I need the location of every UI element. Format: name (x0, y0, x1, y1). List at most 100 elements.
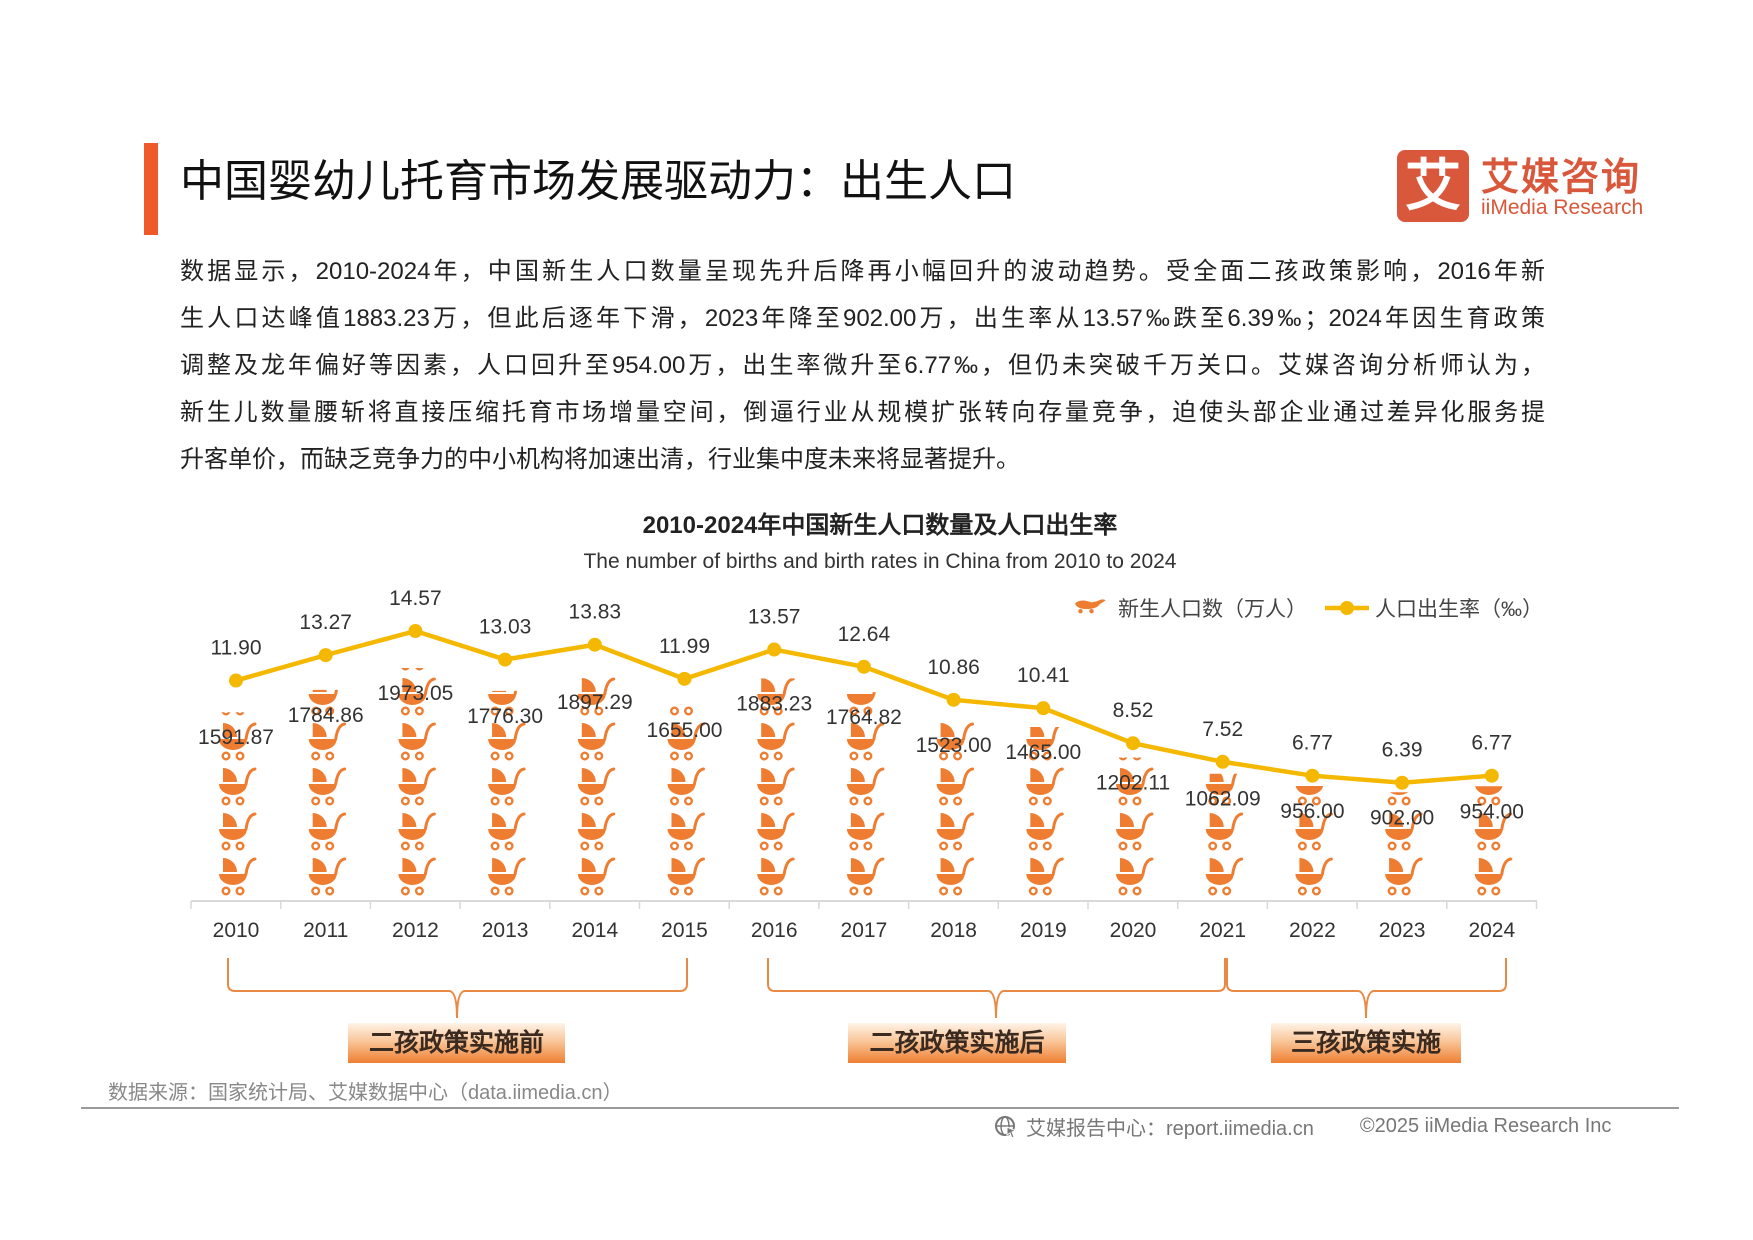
stroller-icon (757, 767, 795, 806)
bar-2017 (846, 692, 885, 896)
stroller-icon (398, 812, 436, 851)
stroller-icon (308, 722, 347, 761)
x-tick-label: 2010 (213, 919, 260, 942)
stroller-icon (219, 767, 257, 806)
bar-value-label: 1591.87 (198, 726, 274, 749)
policy-bracket-1 (767, 958, 1226, 1019)
stroller-icon (398, 767, 436, 806)
birth-rate-point (1036, 701, 1051, 716)
stroller-icon (1205, 812, 1244, 851)
stroller-icon (1118, 757, 1142, 761)
x-tick-label: 2015 (661, 919, 708, 942)
stroller-icon (1206, 678, 1242, 714)
stroller-icon (219, 857, 257, 896)
birth-rate-label: 6.39 (1382, 739, 1423, 762)
stroller-icon (846, 767, 885, 806)
bar-2022 (1295, 633, 1333, 896)
birth-rate-label: 13.83 (569, 601, 622, 624)
globe-cursor-icon (995, 1115, 1018, 1139)
bar-2015 (667, 704, 705, 896)
policy-label-after-two-child: 二孩政策实施后 (848, 1023, 1066, 1063)
stroller-icon (846, 857, 885, 896)
birth-rate-point (767, 642, 782, 657)
stroller-icon (846, 722, 885, 761)
birth-rate-point (856, 659, 871, 674)
paragraph-line: 生人口达峰值1883.23万，但此后逐年下滑，2023年降至902.00万，出生… (180, 305, 1545, 332)
birth-rate-point (946, 692, 961, 707)
birth-rate-label: 10.41 (1017, 664, 1070, 687)
x-tick-label: 2022 (1289, 919, 1336, 942)
stroller-icon (1026, 812, 1064, 851)
bar-2023 (1385, 792, 1423, 896)
bar-2011 (308, 689, 347, 896)
birth-rate-label: 7.52 (1202, 718, 1243, 741)
birth-rate-point (1305, 768, 1320, 783)
stroller-icon (1026, 767, 1064, 806)
legend-births-label: 新生人口数（万人） (1118, 598, 1307, 621)
legend-rate-point-icon (1340, 601, 1354, 615)
stroller-icon (577, 722, 616, 761)
birth-rate-label: 13.03 (479, 616, 532, 639)
stroller-icon (1116, 767, 1154, 806)
bar-2010 (219, 712, 257, 896)
stroller-icon (488, 722, 526, 761)
logo-cn-text: 艾媒咨询 (1481, 157, 1642, 199)
stroller-icon (757, 812, 795, 851)
stroller-icon (1474, 812, 1513, 851)
bar-value-label: 902.00 (1370, 806, 1434, 829)
bar-2018 (936, 722, 975, 896)
bar-value-label: 954.00 (1460, 800, 1524, 823)
stroller-icon (1474, 857, 1513, 896)
x-tick-label: 2018 (930, 919, 977, 942)
bar-2014 (577, 677, 616, 896)
stroller-icon (1295, 812, 1333, 851)
footer-copyright: ©2025 iiMedia Research Inc (1359, 1115, 1612, 1137)
stroller-icon (1116, 633, 1152, 669)
footer-report-center[interactable]: 艾媒报告中心：report.iimedia.cn (1026, 1118, 1314, 1140)
bar-2016 (757, 678, 795, 896)
bar-value-label: 1883.23 (736, 692, 812, 715)
page-title: 中国婴幼儿托育市场发展驱动力：出生人口 (180, 157, 1016, 206)
stroller-icon (219, 722, 257, 761)
paragraph-line: 新生儿数量腰斩将直接压缩托育市场增量空间，倒逼行业从规模扩张转向存量竞争，迫使头… (180, 399, 1545, 426)
stroller-icon (936, 812, 975, 851)
legend: 新生人口数（万人） 人口出生率（‰） (1075, 598, 1543, 621)
policy-label-three-child: 三孩政策实施 (1271, 1023, 1461, 1063)
x-tick-label: 2014 (571, 919, 618, 942)
stroller-icon (577, 767, 616, 806)
birth-rate-point (677, 671, 692, 686)
stroller-icon (1475, 633, 1511, 669)
stroller-icon (398, 722, 436, 761)
x-tick-label: 2017 (841, 919, 888, 942)
birth-rate-label: 13.27 (299, 611, 352, 634)
x-tick-label: 2021 (1199, 919, 1246, 942)
policy-bracket-2 (1226, 958, 1507, 1019)
stroller-icon (1206, 633, 1242, 669)
birth-rate-point (1395, 775, 1410, 790)
birth-rate-label: 10.86 (927, 656, 980, 679)
paragraph-line: 调整及龙年偏好等因素，人口回升至954.00万，出生率微升至6.77‰，但仍未突… (180, 352, 1545, 379)
stroller-icon (1387, 792, 1411, 806)
chart-title: 2010-2024年中国新生人口数量及人口出生率 (642, 512, 1118, 539)
stroller-icon (308, 812, 347, 851)
stroller-icon (308, 689, 339, 716)
stroller-icon (1385, 812, 1423, 851)
logo-en-text: iiMedia Research (1481, 196, 1644, 219)
birth-rate-point (498, 652, 513, 667)
birth-rate-label: 11.90 (211, 637, 262, 660)
stroller-icon (1116, 812, 1154, 851)
stroller-icon (577, 677, 616, 716)
stroller-icon (398, 857, 436, 896)
birth-rate-point (587, 637, 602, 652)
stroller-icon (488, 812, 526, 851)
stroller-icon (667, 857, 705, 896)
bar-2019 (1026, 726, 1064, 896)
stroller-icon (669, 704, 694, 716)
footer-divider (81, 1107, 1679, 1109)
stroller-icon (1116, 857, 1154, 896)
stroller-icon (1295, 633, 1331, 669)
bar-2021 (1205, 633, 1244, 896)
iimedia-logo: 艾 艾媒咨询 iiMedia Research (1397, 150, 1657, 225)
title-accent-bar (144, 143, 158, 235)
